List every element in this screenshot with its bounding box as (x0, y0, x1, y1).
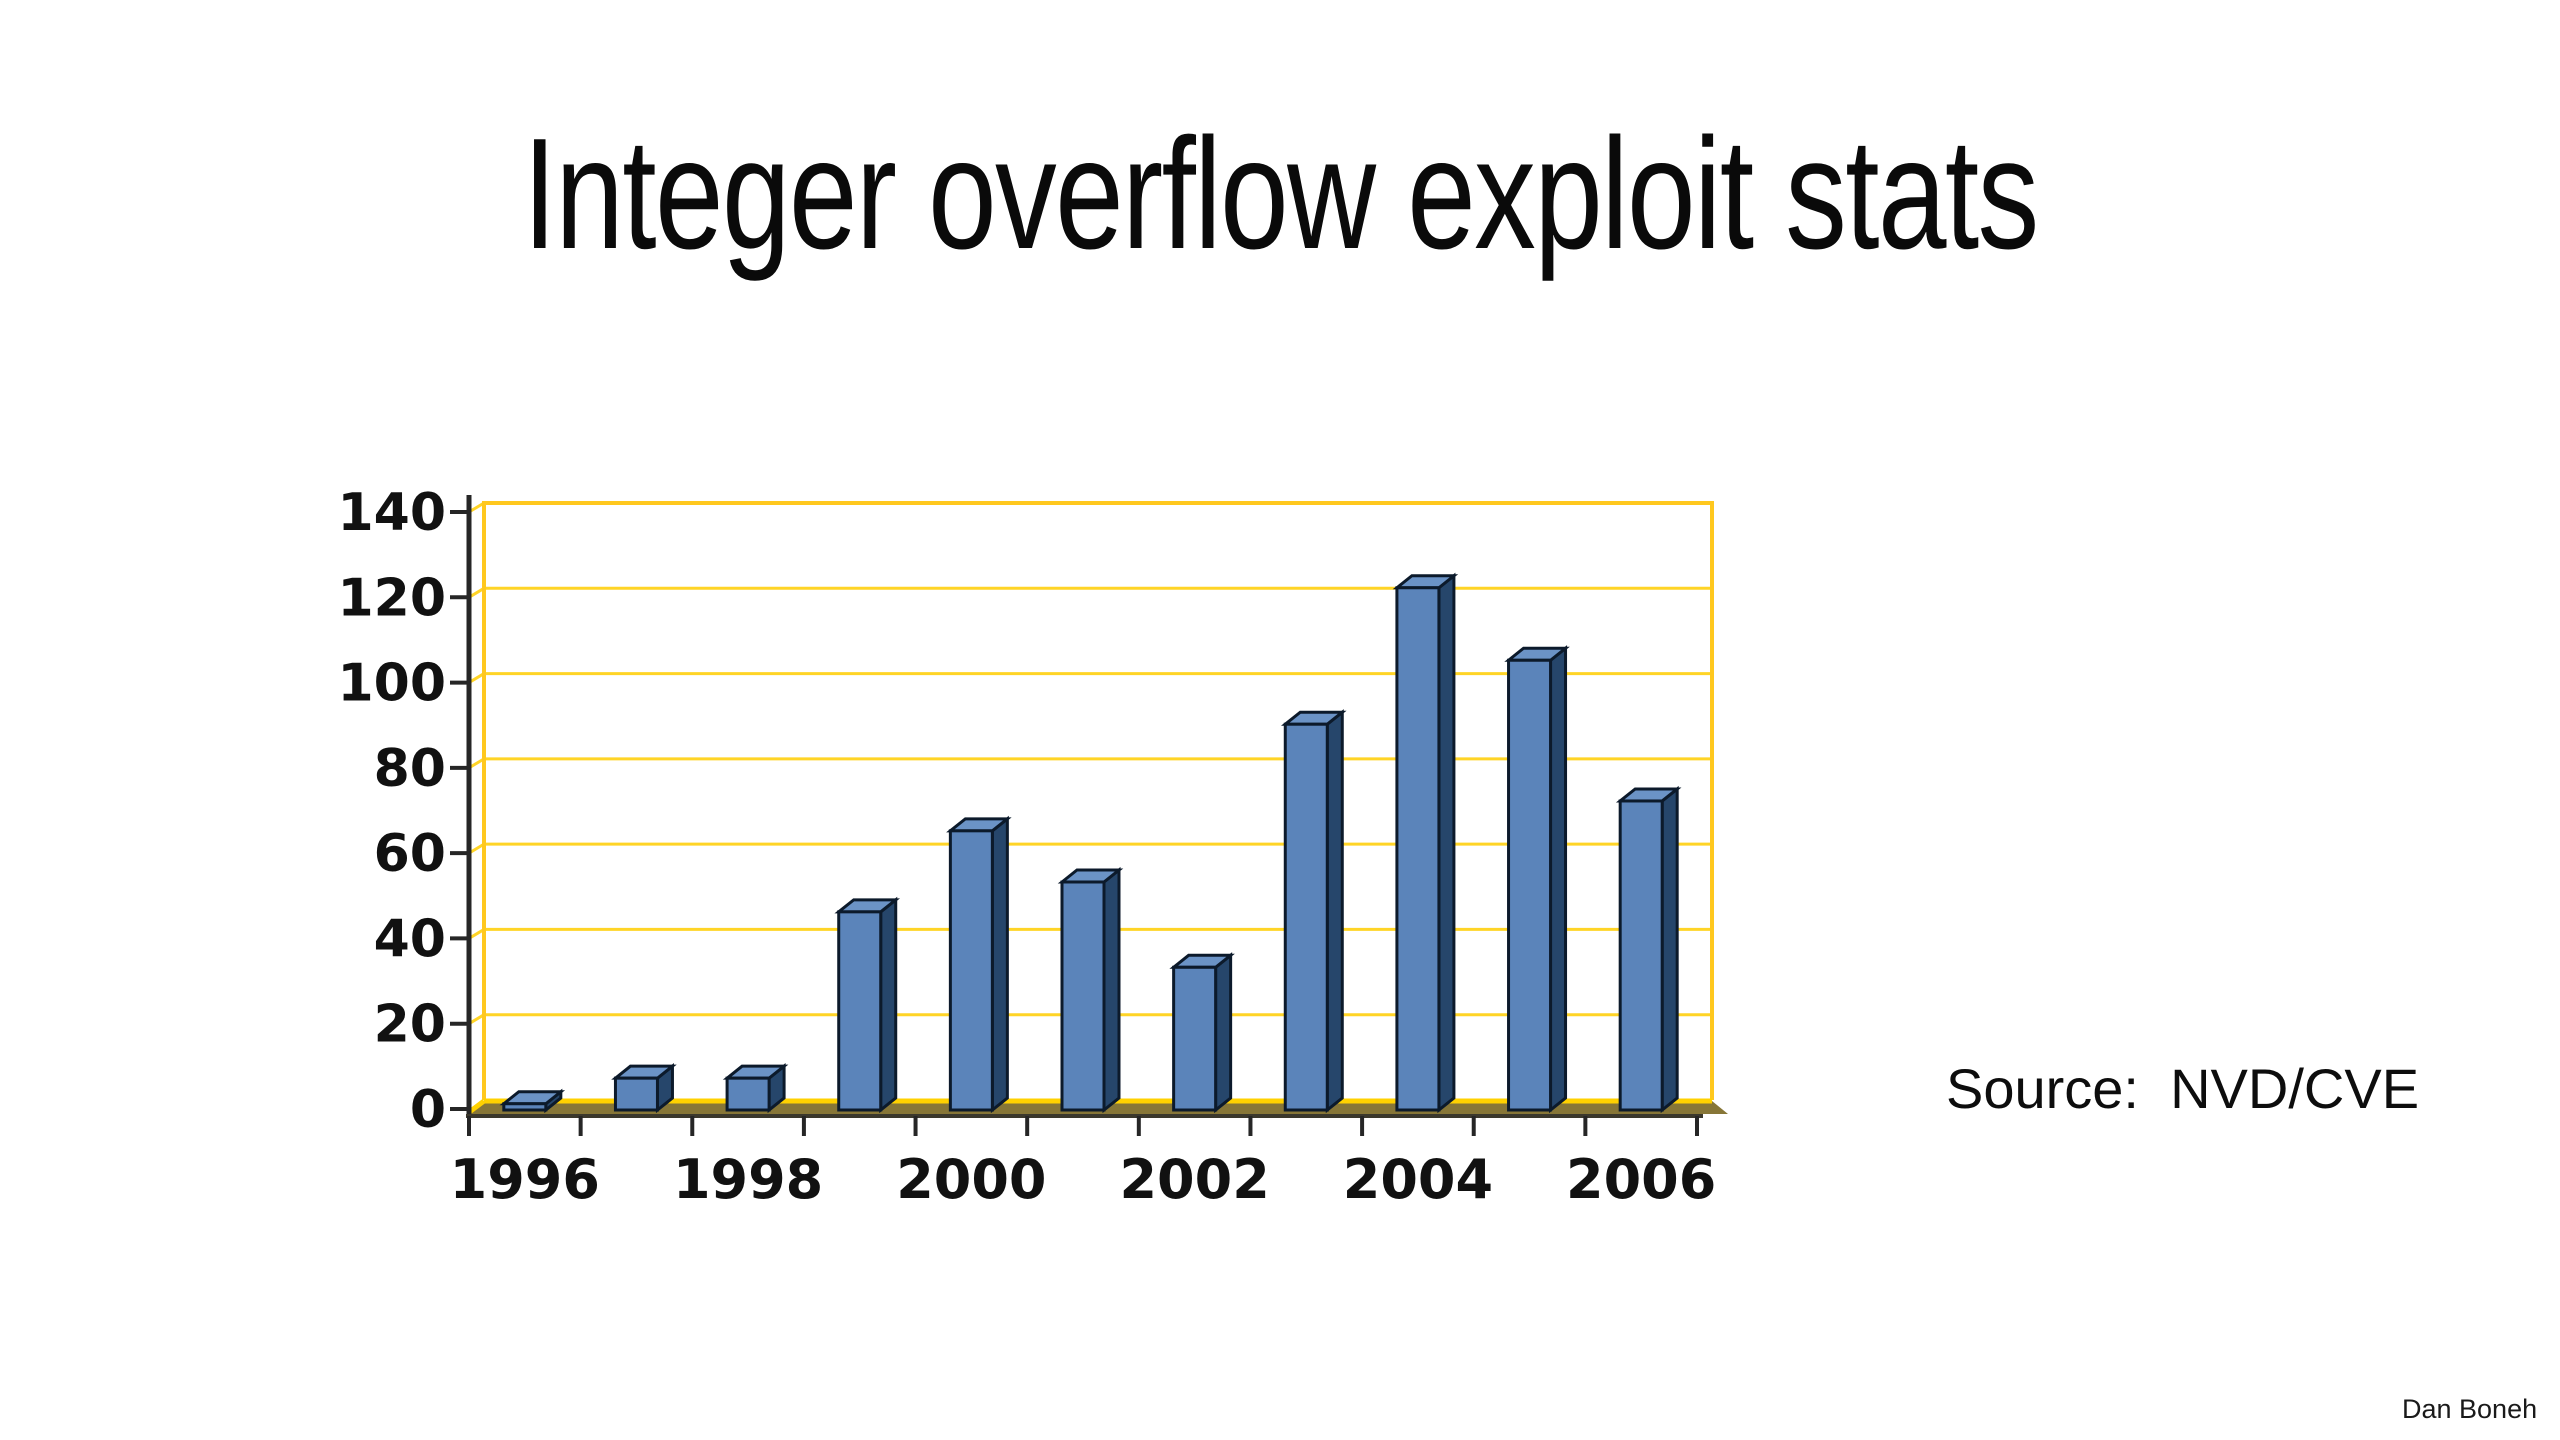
plot-wall-border (482, 501, 1714, 1100)
x-tick-label-2000: 2000 (896, 1148, 1046, 1211)
bar-1998 (725, 1076, 771, 1112)
bar-1997 (613, 1076, 659, 1112)
bar-1996 (502, 1102, 548, 1112)
x-tick-label-2002: 2002 (1119, 1148, 1269, 1211)
bar-1999 (837, 910, 883, 1112)
y-tick-label-80: 80 (374, 739, 446, 799)
y-tick-label-120: 120 (337, 568, 446, 628)
y-tick-label-0: 0 (410, 1080, 446, 1140)
bar-2000 (948, 829, 994, 1112)
y-tick-label-20: 20 (374, 995, 446, 1055)
bar-2005-side (1549, 645, 1568, 1114)
bar-2006-side (1660, 785, 1679, 1114)
bar-2000-side (990, 815, 1009, 1114)
bar-2005 (1507, 658, 1553, 1112)
bar-2002 (1172, 965, 1218, 1112)
x-tick-label-1998: 1998 (673, 1148, 823, 1211)
bar-2004-side (1437, 572, 1456, 1114)
y-tick-label-100: 100 (337, 654, 446, 714)
bar-2001-side (1102, 866, 1121, 1114)
bar-2003-side (1325, 709, 1344, 1114)
bar-2003 (1283, 722, 1329, 1112)
y-tick-label-60: 60 (374, 824, 446, 884)
y-tick-label-40: 40 (374, 909, 446, 969)
y-tick-label-140: 140 (337, 483, 446, 543)
x-tick-label-2004: 2004 (1343, 1148, 1493, 1211)
author-credit: Dan Boneh (2402, 1394, 2538, 1424)
bar-2001 (1060, 880, 1106, 1112)
bar-2004 (1395, 586, 1441, 1112)
x-tick-label-2006: 2006 (1566, 1148, 1716, 1211)
bar-2002-side (1214, 952, 1233, 1114)
bar-1999-side (879, 896, 898, 1114)
slide-title: Integer overflow exploit stats (0, 104, 2560, 286)
bar-2006 (1618, 799, 1664, 1112)
slide-title-text: Integer overflow exploit stats (522, 106, 2039, 282)
x-tick-label-1996: 1996 (450, 1148, 600, 1211)
source-label: Source: NVD/CVE (1946, 1057, 2420, 1120)
